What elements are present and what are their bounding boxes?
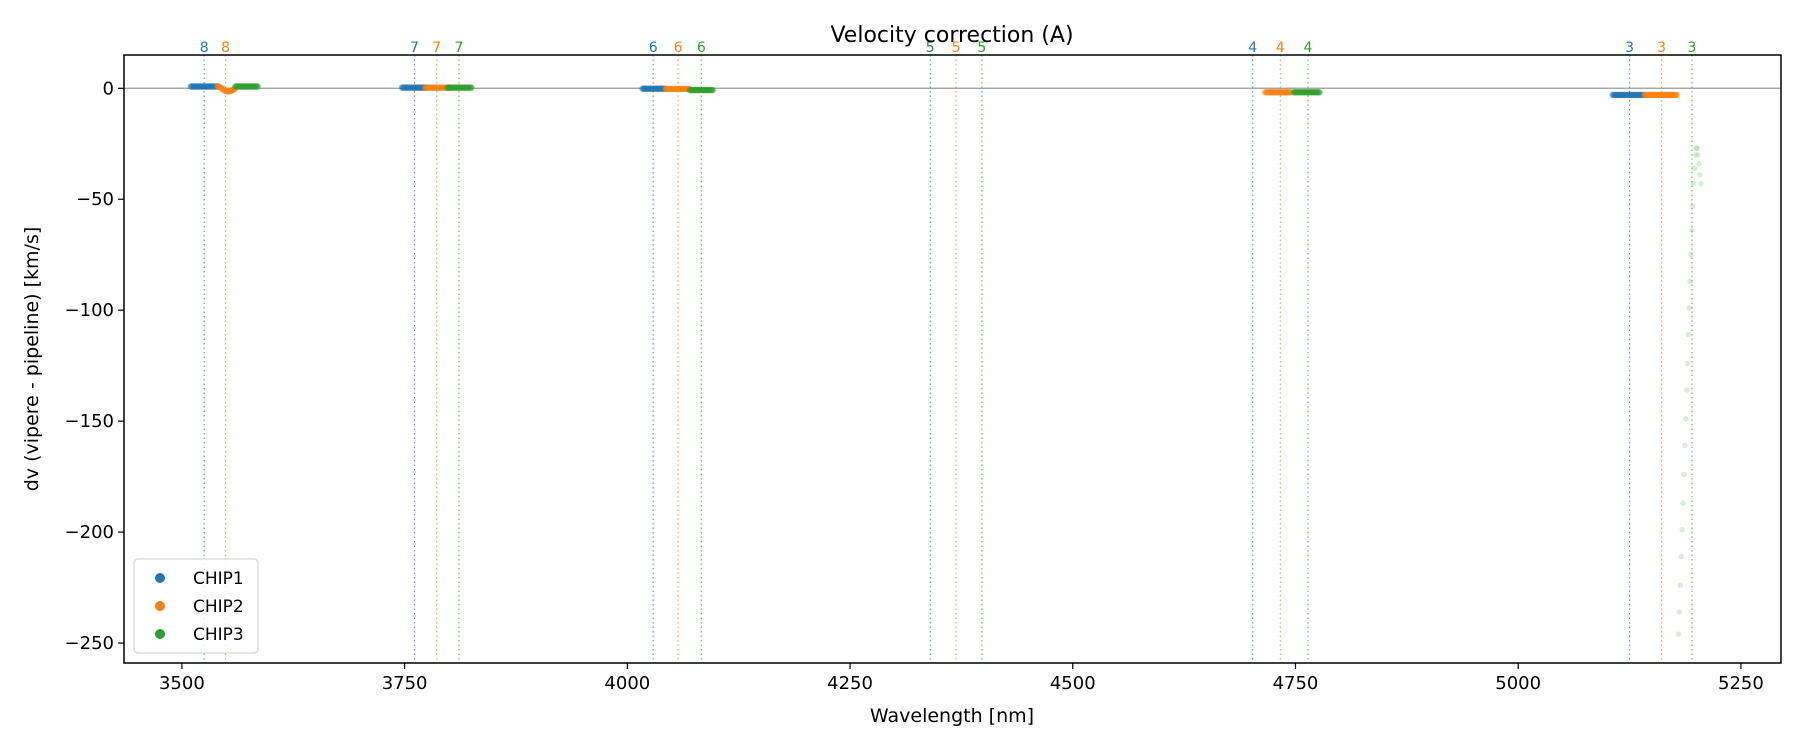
order-marker-label: 8: [200, 40, 209, 56]
order-marker-label: 4: [1248, 40, 1257, 56]
chart-title: Velocity correction (A): [830, 23, 1073, 48]
x-tick-label: 4750: [1273, 673, 1319, 694]
order-marker-label: 3: [1625, 40, 1634, 56]
faint-data-point: [1683, 387, 1690, 393]
order-marker-label: 4: [1276, 40, 1285, 56]
faint-data-point: [1695, 152, 1701, 158]
faint-data-point: [1693, 145, 1700, 151]
x-tick-label: 4500: [1050, 673, 1096, 694]
plot-frame: [123, 54, 1782, 664]
faint-data-point: [1682, 416, 1689, 422]
x-tick-label: 5250: [1718, 673, 1764, 694]
y-tick-label: −100: [65, 300, 114, 321]
faint-data-point: [1679, 527, 1685, 533]
x-tick-label: 3750: [382, 673, 428, 694]
faint-data-point: [1676, 609, 1683, 615]
y-axis-label: dv (vipere - pipeline) [km/s]: [21, 227, 43, 492]
faint-data-point: [1681, 442, 1688, 449]
order-marker-label: 6: [649, 40, 658, 56]
faint-data-point: [1688, 251, 1694, 258]
legend: CHIP1 CHIP2 CHIP3: [133, 558, 259, 654]
faint-data-point: [1692, 152, 1699, 158]
faint-data-point: [1691, 165, 1698, 171]
order-marker-label: 8: [221, 40, 230, 56]
faint-data-point: [1675, 631, 1682, 637]
legend-marker: [155, 573, 165, 583]
order-marker-label: 6: [697, 40, 706, 56]
order-marker-label: 7: [432, 40, 441, 56]
legend-frame: [133, 558, 259, 654]
legend-marker: [155, 601, 165, 611]
faint-data-point: [1690, 203, 1696, 209]
data-point: [1673, 91, 1680, 99]
faint-data-point: [1680, 500, 1686, 507]
faint-data-point: [1687, 278, 1693, 285]
y-tick-label: −150: [65, 411, 114, 432]
order-marker-label: 6: [674, 40, 683, 56]
y-tick-label: 0: [103, 78, 114, 99]
order-marker-label: 4: [1303, 40, 1312, 56]
plot-area: [124, 55, 1781, 663]
x-tick-label: 5000: [1495, 673, 1541, 694]
x-axis-label: Wavelength [nm]: [870, 705, 1034, 727]
faint-data-point: [1684, 360, 1691, 367]
legend-entry-label: CHIP1: [193, 569, 244, 589]
order-marker-label: 3: [1657, 40, 1666, 56]
faint-data-point: [1678, 553, 1685, 560]
x-tick-label: 4250: [827, 673, 873, 694]
y-tick-label: −200: [65, 522, 114, 543]
faint-data-point: [1686, 305, 1693, 311]
faint-data-point: [1697, 172, 1703, 178]
faint-data-point: [1677, 582, 1684, 589]
legend-entry-label: CHIP3: [193, 625, 244, 645]
order-marker-label: 5: [926, 40, 935, 56]
legend-marker: [155, 629, 165, 639]
y-tick-label: −50: [76, 189, 114, 210]
faint-data-point: [1689, 227, 1695, 234]
order-marker-label: 5: [977, 40, 986, 56]
order-marker-label: 7: [455, 40, 464, 56]
data-point: [254, 83, 261, 90]
x-tick-label: 4000: [604, 673, 650, 694]
x-tick-label: 3500: [159, 673, 205, 694]
data-point: [1316, 89, 1323, 96]
faint-data-point: [1696, 160, 1702, 167]
data-point: [709, 86, 717, 94]
data-point: [468, 84, 475, 91]
y-tick-label: −250: [65, 633, 114, 654]
legend-entry-label: CHIP2: [193, 597, 244, 617]
faint-data-point: [1690, 180, 1697, 187]
order-marker-label: 3: [1687, 40, 1696, 56]
faint-data-point: [1698, 180, 1704, 187]
faint-data-point: [1685, 331, 1692, 338]
order-marker-label: 5: [952, 40, 961, 56]
faint-data-point: [1681, 471, 1687, 478]
faint-data-point: [1694, 145, 1701, 151]
order-marker-label: 7: [410, 40, 419, 56]
